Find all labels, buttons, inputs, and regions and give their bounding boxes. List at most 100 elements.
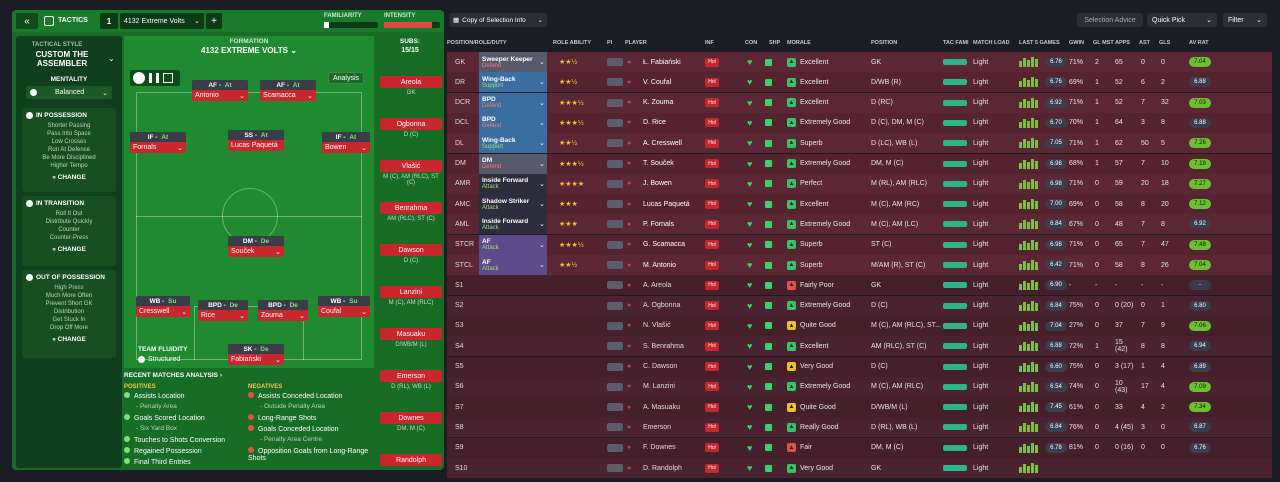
player-slot-wb-left[interactable]: WB - Su Cresswell ⌄ [136,296,190,317]
table-row[interactable]: DM DM Defend ⌄ ★★★½ ● T. Souček Hol ♥ ▲ Extremely … [447,153,1272,174]
selection-advice-button[interactable]: Selection Advice [1077,13,1143,27]
role-duty-select[interactable]: Wing-Back Support [479,72,547,93]
collapse-button[interactable]: « [16,13,38,29]
list-icon[interactable] [163,73,173,83]
chevron-down-icon[interactable]: ⌄ [539,221,545,229]
pi-icon[interactable] [607,275,623,295]
quick-pick-button[interactable]: Quick Pick ⌄ [1147,13,1217,27]
view-select[interactable]: ▦ Copy of Selection Info ⌄ [449,13,547,27]
analysis-button[interactable]: Analysis [327,72,365,84]
column-header[interactable]: MATCH LOAD [973,40,1010,46]
table-row[interactable]: S9 ● F. Downes Hol ♥ ▲ Fair DM, M (C) Light 6.78 8… [447,437,1272,458]
column-header[interactable]: MORALE [787,40,811,46]
mentality-select[interactable]: Balanced ⌄ [26,86,112,99]
role-duty-select[interactable]: DM Defend [479,153,547,174]
formation-name[interactable]: 4132 EXTREME VOLTS ⌄ [201,46,297,55]
pi-icon[interactable] [607,214,623,234]
player-name[interactable]: S. Benrahma [643,342,684,350]
table-row[interactable]: STCL AF Attack ⌄ ★★½ ● M. Antonio Hol ♥ ▲ Superb M/… [447,255,1272,275]
sub-slot[interactable]: Areola GK [380,76,442,96]
sub-slot[interactable]: Benrahma AM (RLC), ST (C) [380,202,442,222]
player-slot-ss[interactable]: SS - At Lucas Paquetá [228,130,284,151]
table-row[interactable]: S10 ● D. Randolph Hol ♥ ▲ Very Good GK Light [447,458,1272,478]
chevron-down-icon[interactable]: ⌄ [539,59,545,66]
player-slot-if-right[interactable]: IF - At Bowen ⌄ [322,132,370,153]
player-name[interactable]: M. Lanzini [643,383,675,391]
sub-slot[interactable]: Downes DM, M (C) [380,412,442,432]
player-name[interactable]: M. Antonio [643,261,677,269]
role-duty-select[interactable]: Wing-Back Support [479,133,547,154]
chevron-down-icon[interactable]: ⌄ [539,262,545,269]
column-header[interactable]: LAST 5 GAMES [1019,40,1060,46]
chevron-down-icon[interactable]: ⌄ [539,160,545,168]
column-header[interactable]: CON [745,40,758,46]
role-duty-select[interactable]: BPD Defend [479,92,547,113]
change-button[interactable]: » CHANGE [52,246,86,253]
add-tactic-button[interactable]: + [206,13,222,29]
tactic-slot[interactable]: 1 [100,13,118,29]
table-row[interactable]: DCL BPD Defend ⌄ ★★★½ ● D. Rice Hol ♥ ▲ Extremely … [447,112,1272,133]
player-name[interactable]: C. Dawson [643,363,678,370]
player-name[interactable]: A. Masuaku [643,403,680,411]
column-header[interactable]: TAC FAMI [943,40,969,46]
pi-icon[interactable] [607,377,623,397]
role-duty-select[interactable]: AF Attack [479,255,547,275]
player-name[interactable]: A. Ogbonna [643,302,681,310]
tactic-select[interactable]: 4132 Extreme Volts ⌄ [120,13,204,29]
table-row[interactable]: S1 ● A. Areola Hol ♥ ▲ Fairly Poor GK Light 6.90-… [447,275,1272,296]
player-slot-bpd-right[interactable]: BPD - De Zouma ⌄ [258,300,308,321]
player-name[interactable]: Emerson [643,423,672,431]
column-header[interactable]: ROLE ABILITY [553,40,591,46]
pi-icon[interactable] [607,93,623,113]
table-row[interactable]: DL Wing-Back Support ⌄ ★★½ ● A. Cresswell Hol ♥ ▲… [447,133,1272,154]
player-name[interactable]: D. Rice [643,119,666,127]
chevron-down-icon[interactable]: ⌄ [539,119,545,127]
column-header[interactable]: GL MST [1093,40,1114,46]
table-row[interactable]: AMR Inside Forward Attack ⌄ ★★★★ ● J. Bowen Hol… [447,173,1272,194]
table-row[interactable]: S2 ● A. Ogbonna Hol ♥ ▲ Extremely Good D (C) Lig… [447,295,1272,316]
table-row[interactable]: S7 ● A. Masuaku Hol ♥ ▲ Quite Good D/WB/M (L) Li… [447,397,1272,418]
filter-button[interactable]: Filter ⌄ [1223,13,1267,27]
sub-slot[interactable]: Vlašić M (C), AM (RLC), ST (C) [380,160,442,186]
column-header[interactable]: APPS [1115,40,1130,46]
column-header[interactable]: GWIN [1069,40,1084,46]
role-duty-select[interactable]: Sweeper Keeper Defend [479,52,547,72]
analysis-title[interactable]: RECENT MATCHES ANALYSIS › [124,372,223,379]
table-row[interactable]: AMC Shadow Striker Attack ⌄ ★★★ ● Lucas Paquet… [447,194,1272,215]
column-header[interactable]: GLS [1159,40,1171,46]
player-name[interactable]: T. Souček [643,160,674,167]
pi-icon[interactable] [607,438,623,458]
chevron-down-icon[interactable]: ⌄ [539,180,545,188]
sub-slot[interactable]: Lanzini M (C), AM (RLC) [380,286,442,306]
pi-icon[interactable] [607,357,623,377]
column-header[interactable]: PLAYER [625,40,647,46]
role-duty-select[interactable]: Shadow Striker Attack [479,194,547,215]
pi-icon[interactable] [607,255,623,275]
tactical-style-name[interactable]: CUSTOM THE ASSEMBLER [35,50,89,68]
column-header[interactable]: INF [705,40,714,46]
chevron-down-icon[interactable]: ⌄ [539,79,545,87]
change-button[interactable]: » CHANGE [52,174,86,181]
pi-icon[interactable] [607,235,623,255]
chevron-down-icon[interactable]: ⌄ [539,241,545,249]
view-toggle[interactable] [130,70,180,86]
pi-icon[interactable] [607,458,623,478]
player-slot-sk[interactable]: SK - De Fabiański ⌄ [228,344,284,365]
sub-slot[interactable]: Randolph [380,454,442,468]
player-name[interactable]: Ł. Fabiański [643,58,681,66]
role-duty-select[interactable]: Inside Forward Attack [479,214,547,235]
sub-slot[interactable]: Ogbonna D (C) [380,118,442,138]
player-slot-af-right[interactable]: AF - At Scamacca ⌄ [260,80,316,101]
table-row[interactable]: DR Wing-Back Support ⌄ ★★½ ● V. Coufal Hol ♥ ▲ Exc… [447,72,1272,93]
pi-icon[interactable] [607,417,623,437]
chevron-down-icon[interactable]: ⌄ [539,140,545,148]
sub-slot[interactable]: Emerson D (RL), WB (L) [380,370,442,390]
player-name[interactable]: V. Coufal [643,78,672,86]
player-slot-bpd-left[interactable]: BPD - De Rice ⌄ [198,300,248,321]
player-slot-af-left[interactable]: AF - At Antonio ⌄ [192,80,248,101]
column-header[interactable]: AST [1139,40,1150,46]
sub-slot[interactable]: Dawson D (C) [380,244,442,264]
pi-icon[interactable] [607,336,623,356]
info-icon[interactable] [133,72,145,84]
table-row[interactable]: S8 ● Emerson Hol ♥ ▲ Really Good D (RL), WB (L)… [447,417,1272,438]
